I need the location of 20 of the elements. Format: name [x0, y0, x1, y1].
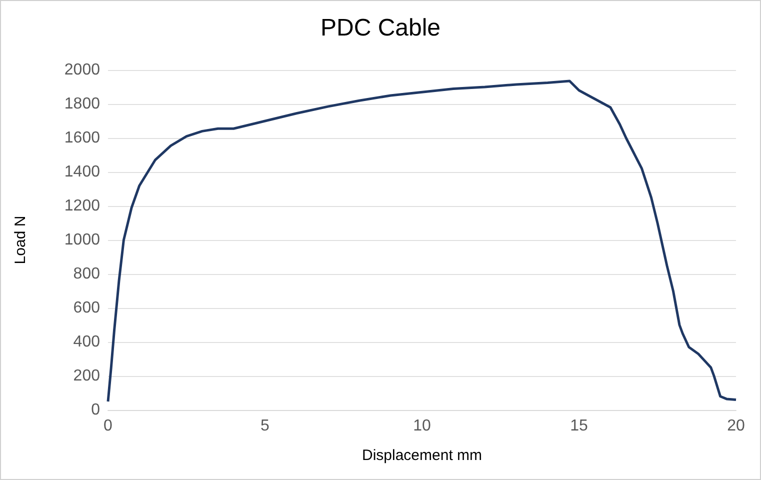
- x-tick-label: 15: [570, 418, 588, 434]
- y-tick-label: 1200: [64, 198, 100, 214]
- y-tick-label: 1600: [64, 130, 100, 146]
- x-tick-label: 10: [413, 418, 431, 434]
- chart-title: PDC Cable: [320, 14, 441, 42]
- x-axis-title: Displacement mm: [362, 447, 482, 464]
- y-tick-label: 1800: [64, 96, 100, 112]
- y-tick-label: 1400: [64, 164, 100, 180]
- y-tick-label: 800: [73, 266, 100, 282]
- y-tick-label: 0: [91, 402, 100, 418]
- y-tick-label: 400: [73, 334, 100, 350]
- y-tick-label: 600: [73, 300, 100, 316]
- y-tick-label: 200: [73, 368, 100, 384]
- x-tick-label: 0: [104, 418, 113, 434]
- x-tick-label: 20: [727, 418, 745, 434]
- y-tick-label: 1000: [64, 232, 100, 248]
- y-axis-title: Load N: [12, 216, 29, 264]
- x-tick-label: 5: [260, 418, 270, 434]
- y-tick-label: 2000: [64, 62, 100, 78]
- line-series: [106, 80, 738, 403]
